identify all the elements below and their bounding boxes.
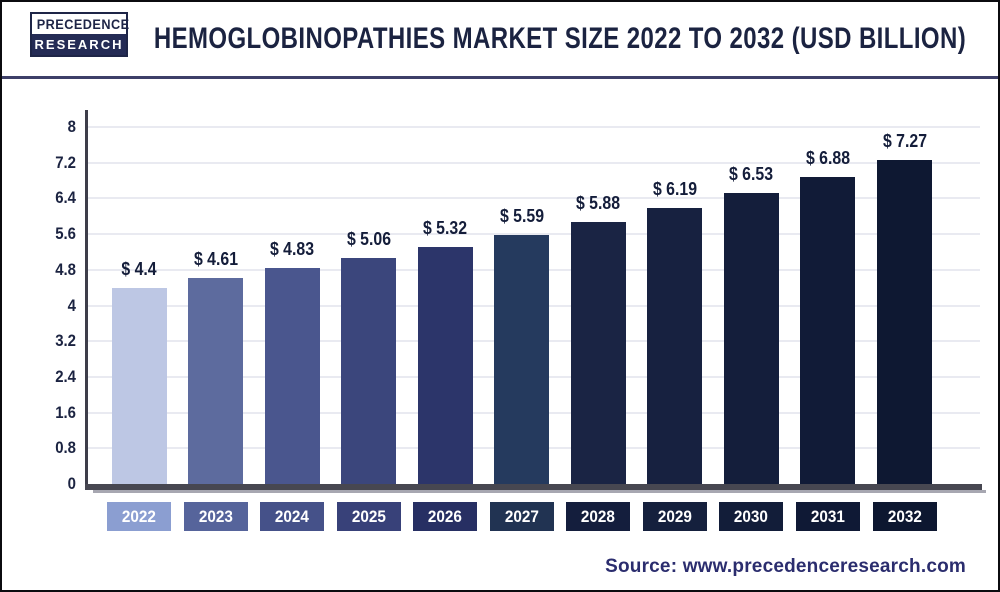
- y-axis-line: [85, 110, 88, 487]
- y-axis-tick-label: 1.6: [55, 402, 76, 422]
- x-axis-baseline-shadow: [93, 490, 986, 493]
- bar-2031: [800, 176, 856, 484]
- chart-title: HEMOGLOBINOPATHIES MARKET SIZE 2022 TO 2…: [153, 22, 967, 55]
- bar-2026: [417, 246, 473, 484]
- year-chip-label: 2026: [428, 507, 463, 526]
- y-axis-tick-label: 7.2: [55, 152, 76, 172]
- header-divider: [2, 76, 998, 79]
- gridline: [87, 197, 980, 200]
- gridline: [87, 233, 980, 236]
- bar-2029: [647, 207, 703, 484]
- year-chip-label: 2030: [734, 507, 769, 526]
- bar-2027: [494, 234, 550, 484]
- year-chip-label: 2024: [275, 507, 310, 526]
- year-chip-label: 2027: [504, 507, 539, 526]
- precedence-research-logo: PRECEDENCE RESEARCH: [30, 12, 129, 57]
- year-chip-label: 2031: [810, 507, 845, 526]
- x-axis-year-chip-2023: 2023: [183, 502, 248, 531]
- bar-value-label-2023: $ 4.61: [193, 249, 238, 270]
- x-axis-baseline: [85, 484, 982, 490]
- bar-2032: [877, 159, 932, 484]
- logo-line1: PRECEDENCE: [34, 14, 129, 34]
- y-axis-tick-label: 0: [67, 474, 76, 493]
- x-axis-year-chip-2030: 2030: [719, 502, 784, 531]
- y-axis-tick-label: 6.4: [55, 188, 76, 208]
- bar-value-label-2024: $ 4.83: [270, 239, 315, 260]
- x-axis-year-chip-2022: 2022: [107, 502, 171, 531]
- y-axis-tick-label: 5.6: [55, 224, 76, 244]
- bar-2030: [723, 192, 779, 484]
- year-chip-label: 2029: [657, 507, 692, 526]
- bar-value-label-2026: $ 5.32: [423, 217, 468, 238]
- year-chip-label: 2023: [198, 507, 233, 526]
- source-link[interactable]: Source: www.precedenceresearch.com: [605, 556, 966, 577]
- gridline: [87, 126, 980, 128]
- logo-line2: RESEARCH: [32, 34, 126, 55]
- year-chip-label: 2022: [121, 507, 157, 526]
- bar-chart-plot: 0 0.8 1.6 2.4 3.2 4 4.8 5.6 6.4 7.2 8 $ 4.4 2022 $ 4.…: [2, 79, 998, 590]
- bar-2022: [111, 287, 167, 484]
- y-axis-tick-label: 3.2: [55, 331, 76, 351]
- y-axis-tick-label: 4: [67, 295, 76, 315]
- bar-value-label-2032: $ 7.27: [882, 130, 927, 151]
- bar-2028: [570, 221, 626, 484]
- year-chip-label: 2032: [887, 507, 922, 526]
- header: PRECEDENCE RESEARCH HEMOGLOBINOPATHIES M…: [2, 2, 998, 76]
- bar-value-label-2025: $ 5.06: [346, 229, 391, 250]
- x-axis-year-chip-2032: 2032: [872, 502, 937, 531]
- x-axis-year-chip-2026: 2026: [413, 502, 478, 531]
- bar-value-label-2027: $ 5.59: [499, 205, 544, 226]
- y-axis-tick-label: 2.4: [55, 366, 76, 386]
- bar-value-label-2029: $ 6.19: [652, 178, 697, 199]
- bar-value-label-2031: $ 6.88: [805, 147, 850, 168]
- bar-2023: [188, 278, 244, 484]
- bar-2024: [264, 268, 320, 484]
- x-axis-year-chip-2027: 2027: [489, 502, 554, 531]
- gridline: [87, 161, 980, 164]
- x-axis-year-chip-2024: 2024: [260, 502, 325, 531]
- year-chip-label: 2025: [351, 507, 386, 526]
- y-axis-tick-label: 0.8: [55, 438, 76, 458]
- bar-value-label-2030: $ 6.53: [729, 163, 774, 184]
- x-axis-year-chip-2028: 2028: [566, 502, 631, 531]
- y-axis-tick-label: 8: [67, 117, 76, 136]
- bar-value-label-2028: $ 5.88: [576, 192, 621, 213]
- x-axis-year-chip-2031: 2031: [795, 502, 860, 531]
- y-axis-tick-label: 4.8: [55, 259, 76, 279]
- x-axis-year-chip-2029: 2029: [642, 502, 707, 531]
- x-axis-year-chip-2025: 2025: [336, 502, 401, 531]
- bar-2025: [341, 258, 397, 484]
- year-chip-label: 2028: [581, 507, 616, 526]
- bar-value-label-2022: $ 4.4: [121, 258, 157, 279]
